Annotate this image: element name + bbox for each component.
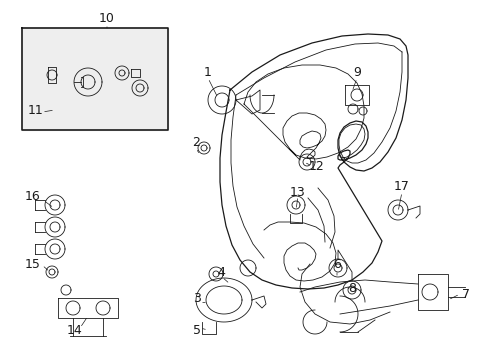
Polygon shape	[22, 28, 168, 130]
Text: 16: 16	[25, 189, 41, 202]
Text: 14: 14	[67, 324, 82, 337]
Text: 11: 11	[28, 104, 44, 117]
Text: 12: 12	[308, 159, 324, 172]
Text: 17: 17	[393, 180, 409, 193]
Text: 5: 5	[193, 324, 201, 337]
Text: 15: 15	[25, 258, 41, 271]
Text: 8: 8	[347, 282, 355, 294]
Text: 3: 3	[193, 292, 201, 306]
Text: 1: 1	[203, 66, 211, 78]
Text: 13: 13	[289, 186, 305, 199]
Text: 6: 6	[332, 258, 340, 271]
Text: 2: 2	[192, 136, 200, 149]
Text: 10: 10	[99, 12, 115, 24]
Text: 9: 9	[352, 66, 360, 78]
Text: 4: 4	[217, 266, 224, 279]
Text: 7: 7	[461, 288, 469, 301]
